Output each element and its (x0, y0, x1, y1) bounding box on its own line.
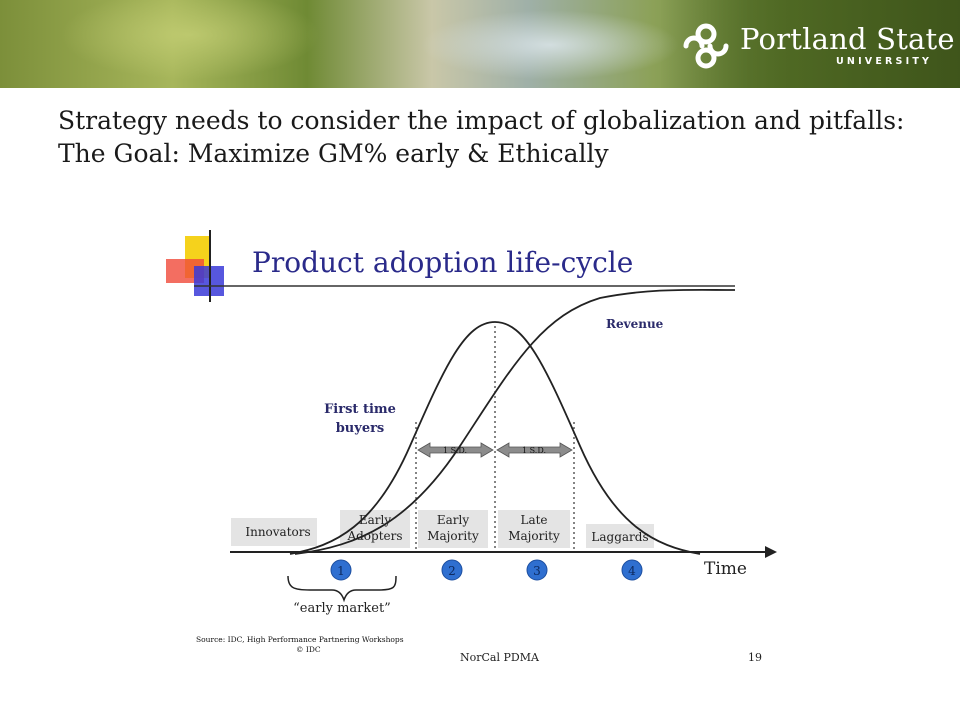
footer-organization: NorCal PDMA (460, 651, 540, 664)
banner-building (420, 10, 680, 80)
marker-number: 4 (628, 564, 636, 578)
marker-number: 2 (448, 564, 456, 578)
adoption-lifecycle-diagram: Product adoption life-cycle Innovators E… (166, 230, 777, 664)
early-market-label: “early market” (293, 601, 391, 616)
sd-label: 1 S.D. (522, 446, 546, 455)
marker-1: 1 (330, 559, 352, 581)
university-name: Portland State (740, 22, 955, 56)
time-axis-label: Time (704, 559, 747, 579)
segment-label: Laggards (591, 530, 648, 544)
segment-box-late-majority (498, 510, 570, 548)
segment-label: Majority (508, 529, 560, 543)
header-banner: Portland State UNIVERSITY (0, 0, 960, 88)
segment-label: Adopters (346, 529, 402, 543)
segment-label: Early (437, 513, 469, 527)
slide-title: Strategy needs to consider the impact of… (58, 106, 905, 168)
marker-4: 4 (621, 559, 643, 581)
segment-box-laggards (586, 524, 654, 548)
portland-state-logo-icon (683, 23, 729, 69)
segment-label: Late (520, 513, 547, 527)
segment-label: Innovators (245, 525, 310, 539)
first-time-buyers-label: buyers (336, 421, 385, 436)
sd-arrow-left (417, 442, 494, 458)
source-copyright: © IDC (296, 645, 321, 654)
diagram-heading: Product adoption life-cycle (252, 246, 633, 279)
sd-arrow-right (496, 442, 573, 458)
early-market-brace (287, 575, 397, 603)
sd-label: 1 S.D. (443, 446, 467, 455)
revenue-s-curve (294, 288, 736, 555)
adoption-bell-curve (289, 321, 701, 555)
university-subtitle: UNIVERSITY (836, 56, 933, 67)
banner-foliage (60, 0, 320, 80)
page-number: 19 (748, 651, 762, 664)
revenue-label: Revenue (606, 317, 664, 331)
marker-2: 2 (441, 559, 463, 581)
segment-label: Majority (427, 529, 479, 543)
segment-label: Early (359, 513, 391, 527)
segment-box-early-majority (418, 510, 488, 548)
segment-box-innovators (231, 518, 317, 546)
time-axis-arrowhead (765, 546, 777, 558)
first-time-buyers-label: First time (324, 402, 396, 417)
marker-number: 3 (533, 564, 541, 578)
marker-number: 1 (337, 564, 345, 578)
marker-3: 3 (526, 559, 548, 581)
source-citation: Source: IDC, High Performance Partnering… (196, 635, 404, 644)
